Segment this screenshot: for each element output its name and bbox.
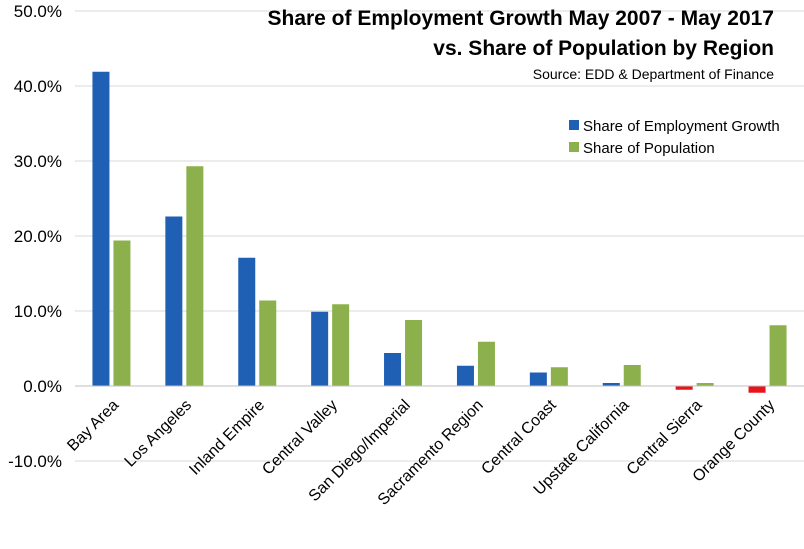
bar-population (696, 383, 714, 386)
bar-population (769, 325, 787, 386)
bar-employment-growth (311, 311, 329, 386)
legend: Share of Employment Growth Share of Popu… (569, 118, 780, 157)
chart-source: Source: EDD & Department of Finance (533, 66, 774, 82)
bar-population (186, 166, 204, 386)
bar-population (623, 365, 641, 386)
bar-employment-growth (92, 71, 110, 386)
legend-label-employment: Share of Employment Growth (583, 118, 780, 135)
bar-employment-growth (384, 353, 402, 386)
bar-employment-growth (456, 365, 474, 386)
y-tick-label: 30.0% (14, 152, 62, 171)
x-tick-label: Central Sierra (624, 397, 706, 479)
x-tick-label: Central Valley (259, 397, 341, 479)
y-tick-label: -10.0% (8, 452, 62, 471)
x-tick-label: Inland Empire (186, 397, 268, 479)
bar-employment-growth (602, 383, 620, 386)
bar-employment-growth (165, 216, 183, 386)
bar-population (405, 320, 423, 386)
legend-swatch-employment (569, 120, 579, 130)
y-tick-label: 10.0% (14, 302, 62, 321)
bar-population (550, 367, 568, 386)
y-tick-label: 0.0% (23, 377, 62, 396)
y-tick-label: 40.0% (14, 77, 62, 96)
bar-employment-growth (238, 257, 256, 386)
bar-population (477, 341, 495, 386)
bar-population (113, 240, 131, 386)
x-tick-label: Central Coast (478, 396, 560, 478)
bar-population (259, 300, 277, 386)
chart-title-line1: Share of Employment Growth May 2007 - Ma… (267, 7, 774, 30)
bar-employment-growth (529, 372, 547, 386)
bar-population (332, 304, 350, 386)
chart-title-line2: vs. Share of Population by Region (433, 37, 774, 60)
y-axis-ticks: -10.0% 0.0% 10.0% 20.0% 30.0% 40.0% 50.0% (8, 2, 62, 471)
y-tick-label: 20.0% (14, 227, 62, 246)
bar-employment-growth (748, 386, 766, 393)
y-tick-label: 50.0% (14, 2, 62, 21)
legend-swatch-population (569, 142, 579, 152)
bar-employment-growth (675, 386, 693, 390)
legend-label-population: Share of Population (583, 140, 715, 157)
bars (92, 71, 787, 393)
x-tick-label: Bay Area (64, 397, 122, 455)
x-tick-label: Los Angeles (122, 397, 196, 471)
